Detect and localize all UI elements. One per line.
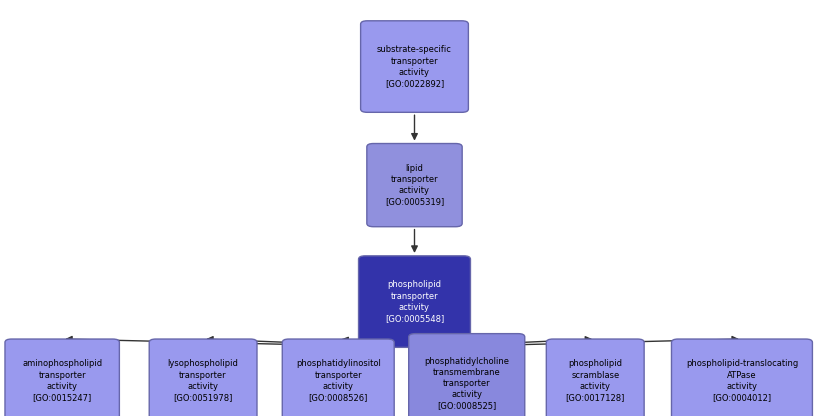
FancyBboxPatch shape bbox=[282, 339, 394, 416]
Text: lipid
transporter
activity
[GO:0005319]: lipid transporter activity [GO:0005319] bbox=[384, 164, 444, 206]
Text: phospholipid-translocating
ATPase
activity
[GO:0004012]: phospholipid-translocating ATPase activi… bbox=[685, 359, 797, 402]
FancyBboxPatch shape bbox=[366, 144, 462, 227]
FancyBboxPatch shape bbox=[358, 256, 470, 347]
FancyBboxPatch shape bbox=[408, 334, 524, 416]
Text: substrate-specific
transporter
activity
[GO:0022892]: substrate-specific transporter activity … bbox=[377, 45, 451, 88]
Text: phospholipid
scramblase
activity
[GO:0017128]: phospholipid scramblase activity [GO:001… bbox=[565, 359, 624, 402]
Text: phosphatidylinositol
transporter
activity
[GO:0008526]: phosphatidylinositol transporter activit… bbox=[296, 359, 380, 402]
FancyBboxPatch shape bbox=[5, 339, 119, 416]
FancyBboxPatch shape bbox=[671, 339, 811, 416]
FancyBboxPatch shape bbox=[360, 21, 468, 112]
Text: lysophospholipid
transporter
activity
[GO:0051978]: lysophospholipid transporter activity [G… bbox=[167, 359, 238, 402]
Text: aminophospholipid
transporter
activity
[GO:0015247]: aminophospholipid transporter activity [… bbox=[22, 359, 102, 402]
FancyBboxPatch shape bbox=[546, 339, 643, 416]
Text: phospholipid
transporter
activity
[GO:0005548]: phospholipid transporter activity [GO:00… bbox=[384, 280, 444, 323]
Text: phosphatidylcholine
transmembrane
transporter
activity
[GO:0008525]: phosphatidylcholine transmembrane transp… bbox=[424, 357, 508, 410]
FancyBboxPatch shape bbox=[149, 339, 257, 416]
